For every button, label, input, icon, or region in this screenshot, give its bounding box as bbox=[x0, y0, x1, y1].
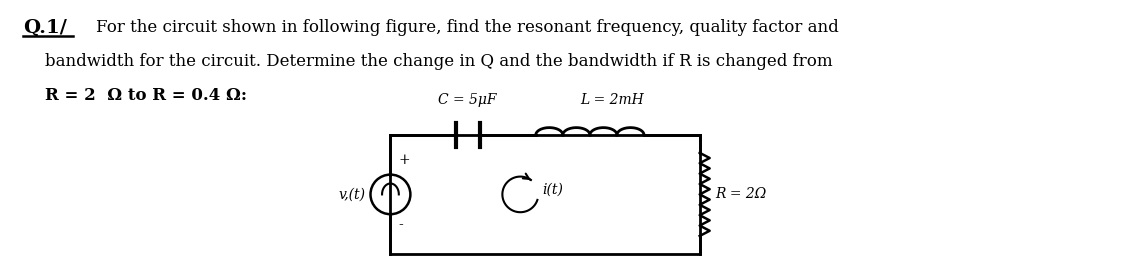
Bar bbox=[390, 135, 699, 254]
Text: v,(t): v,(t) bbox=[339, 187, 365, 201]
Text: -: - bbox=[398, 218, 403, 232]
Text: R = 2Ω: R = 2Ω bbox=[715, 187, 767, 201]
Text: +: + bbox=[398, 153, 410, 167]
Text: For the circuit shown in following figure, find the resonant frequency, quality : For the circuit shown in following figur… bbox=[96, 19, 839, 36]
Text: C = 5μF: C = 5μF bbox=[438, 93, 496, 107]
Text: i(t): i(t) bbox=[542, 183, 564, 196]
Text: L = 2mH: L = 2mH bbox=[580, 93, 644, 107]
Text: Q.1/: Q.1/ bbox=[23, 19, 67, 37]
Text: bandwidth for the circuit. Determine the change in Q and the bandwidth if R is c: bandwidth for the circuit. Determine the… bbox=[46, 53, 833, 70]
Text: R = 2  Ω to R = 0.4 Ω:: R = 2 Ω to R = 0.4 Ω: bbox=[46, 86, 248, 104]
